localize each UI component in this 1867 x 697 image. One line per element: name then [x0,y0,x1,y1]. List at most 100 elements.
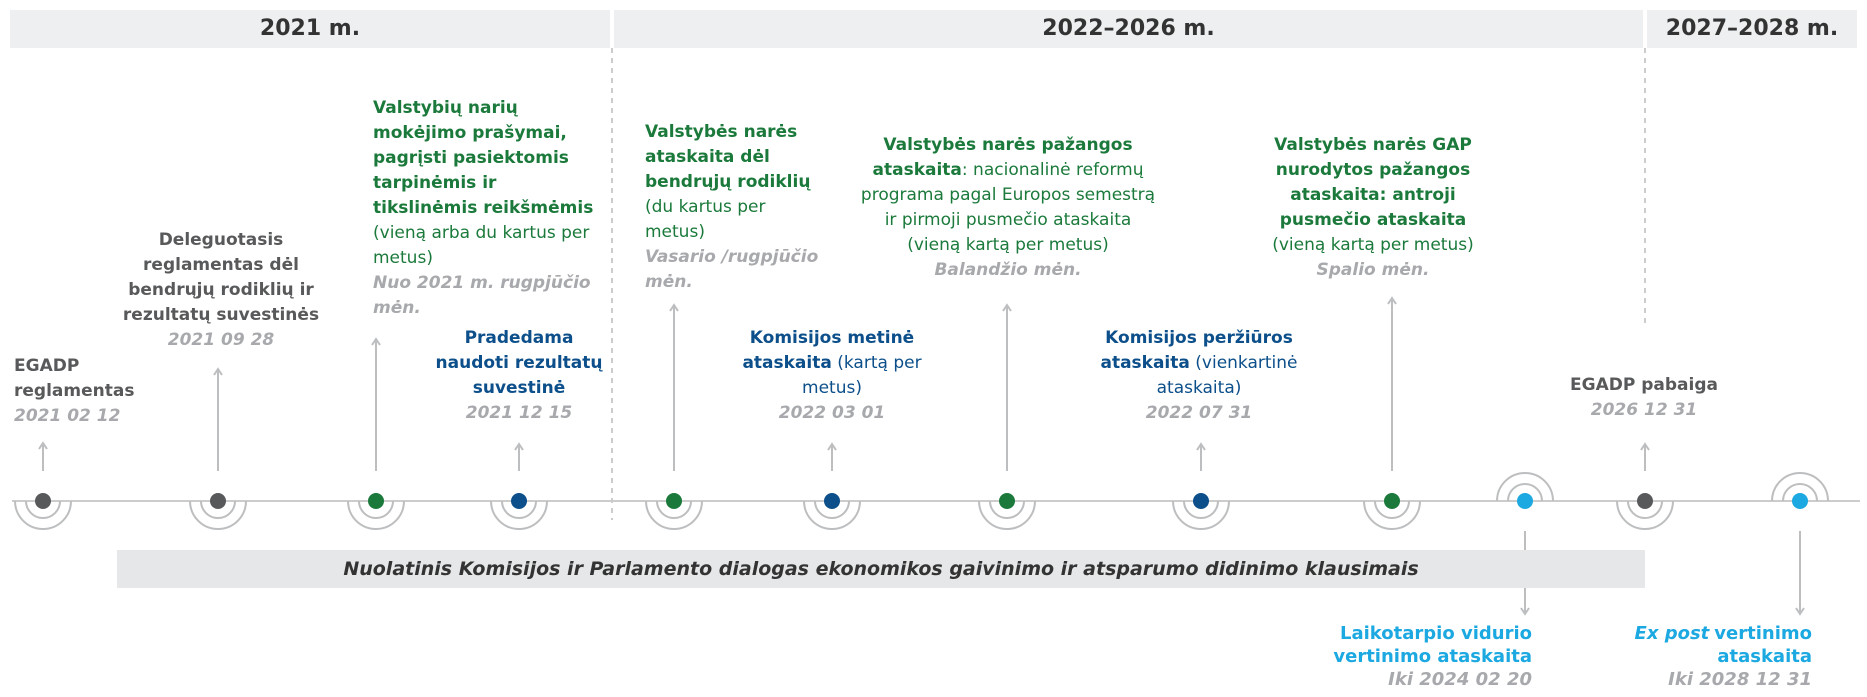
event-date: Iki 2024 02 20 [1388,669,1532,690]
connector-arrow [1520,607,1530,616]
event-title: Valstybės narės pažangos ataskaita [872,135,1133,180]
marker-ring [501,500,537,519]
header-band [1647,10,1857,48]
event-label: Valstybių narių mokėjimo prašymai, pagrį… [373,96,598,321]
event-label: Komisijos peržiūros ataskaita (vienkarti… [1089,326,1309,426]
event-date: Nuo 2021 m. rugpjūčio mėn. [373,273,591,318]
connector-arrow [1387,296,1397,305]
event-title: vertinimo ataskaita [1714,623,1812,667]
marker-ring [1771,472,1829,502]
event-date: 2021 12 15 [465,403,573,423]
event-heading: EGADP pabaiga [1539,373,1749,398]
marker-ring [814,500,850,519]
marker-ring [1374,500,1410,519]
event-date: 2026 12 31 [1590,400,1698,420]
event-label: EGADP pabaiga 2026 12 31 [1539,373,1749,423]
marker-dot [666,493,682,509]
period-label: 2021 m. [259,16,361,41]
marker-ring [1496,472,1554,502]
marker-dot [368,493,384,509]
marker-dot [511,493,527,509]
marker-dot [824,493,840,509]
marker-ring [1172,500,1230,530]
marker-ring [189,500,247,530]
marker-dot [1517,493,1533,509]
marker-ring [358,500,394,519]
event-heading: Ex post vertinimo ataskaita [1602,622,1812,668]
event-note: : nacionalinė reformų programa pagal Eur… [860,160,1156,255]
event-title: Valstybių narių mokėjimo prašymai, pagrį… [373,98,594,218]
marker-ring [1782,483,1818,502]
marker-dot [210,493,226,509]
event-label: Komisijos metinė ataskaita (kartą per me… [722,326,942,426]
event-label: Deleguotasis reglamentas dėl bendrųjų ro… [116,228,326,353]
connector-arrow [371,337,381,346]
marker-ring [490,500,548,530]
event-label: Valstybės narės ataskaita dėl bendrųjų r… [645,120,825,295]
marker-ring [347,500,405,530]
event-heading: Valstybės narės ataskaita dėl bendrųjų r… [645,120,825,245]
marker-ring [1627,500,1663,519]
event-title: Komisijos peržiūros ataskaita [1100,328,1293,373]
event-title: EGADP reglamentas [14,356,135,401]
connector-arrow [669,303,679,312]
event-heading: Valstybių narių mokėjimo prašymai, pagrį… [373,96,598,271]
event-note: (vieną arba du kartus per metus) [373,223,590,268]
marker-ring [803,500,861,530]
event-note: (kartą per metus) [802,353,922,398]
event-title: Laikotarpio vidurio vertinimo ataskaita [1333,623,1532,667]
event-note: (du kartus per metus) [645,197,766,242]
event-title: Pradedama naudoti rezultatų suvestinė [435,328,603,398]
event-title: Valstybės narės ataskaita dėl bendrųjų r… [645,122,811,192]
event-label: EGADP reglamentas 2021 02 12 [14,354,144,429]
event-note: (vieną kartą per metus) [1272,235,1474,255]
connector-arrow [38,441,48,450]
event-label: Ex post vertinimo ataskaita Iki 2028 12 31 [1602,622,1812,691]
event-heading: Valstybės narės GAP nurodytos pažangos a… [1256,133,1491,258]
event-heading: Valstybės narės pažangos ataskaita: naci… [861,133,1156,258]
event-date: 2022 07 31 [1145,403,1253,423]
marker-dot [1637,493,1653,509]
event-title: Valstybės narės GAP nurodytos pažangos a… [1274,135,1472,230]
marker-ring [989,500,1025,519]
marker-ring [656,500,692,519]
event-date: Balandžio mėn. [934,260,1082,280]
event-label: Valstybės narės GAP nurodytos pažangos a… [1256,133,1491,283]
event-heading: Laikotarpio vidurio vertinimo ataskaita [1302,622,1532,668]
period-label: 2022–2026 m. [1042,16,1215,41]
marker-ring [14,500,72,530]
event-title: Deleguotasis reglamentas dėl bendrųjų ro… [122,230,320,325]
marker-ring [25,500,61,519]
event-date: 2021 09 28 [167,330,275,350]
dialogue-bar: Nuolatinis Komisijos ir Parlamento dialo… [117,550,1645,588]
marker-dot [1384,493,1400,509]
marker-ring [200,500,236,519]
marker-ring [1507,483,1543,502]
connector-arrow [213,367,223,376]
event-heading: Komisijos peržiūros ataskaita (vienkarti… [1089,326,1309,401]
event-label: Pradedama naudoti rezultatų suvestinė 202… [429,326,609,426]
event-label: Valstybės narės pažangos ataskaita: naci… [861,133,1156,283]
event-note: (vienkartinė ataskaita) [1156,353,1298,398]
event-date: Vasario /rugpjūčio mėn. [645,247,819,292]
event-title: EGADP pabaiga [1570,375,1718,395]
connector-arrow [1795,607,1805,616]
marker-dot [35,493,51,509]
event-date: 2021 02 12 [14,406,121,426]
connector-arrow [827,442,837,451]
event-heading: Pradedama naudoti rezultatų suvestinė [429,326,609,401]
event-date: Spalio mėn. [1316,260,1430,280]
marker-dot [999,493,1015,509]
marker-ring [645,500,703,530]
connector-arrow [1640,442,1650,451]
header-band [10,10,610,48]
marker-ring [1616,500,1674,530]
event-heading: Komisijos metinė ataskaita (kartą per me… [722,326,942,401]
marker-ring [978,500,1036,530]
marker-ring [1183,500,1219,519]
marker-ring [1363,500,1421,530]
header-band [614,10,1643,48]
marker-dot [1193,493,1209,509]
